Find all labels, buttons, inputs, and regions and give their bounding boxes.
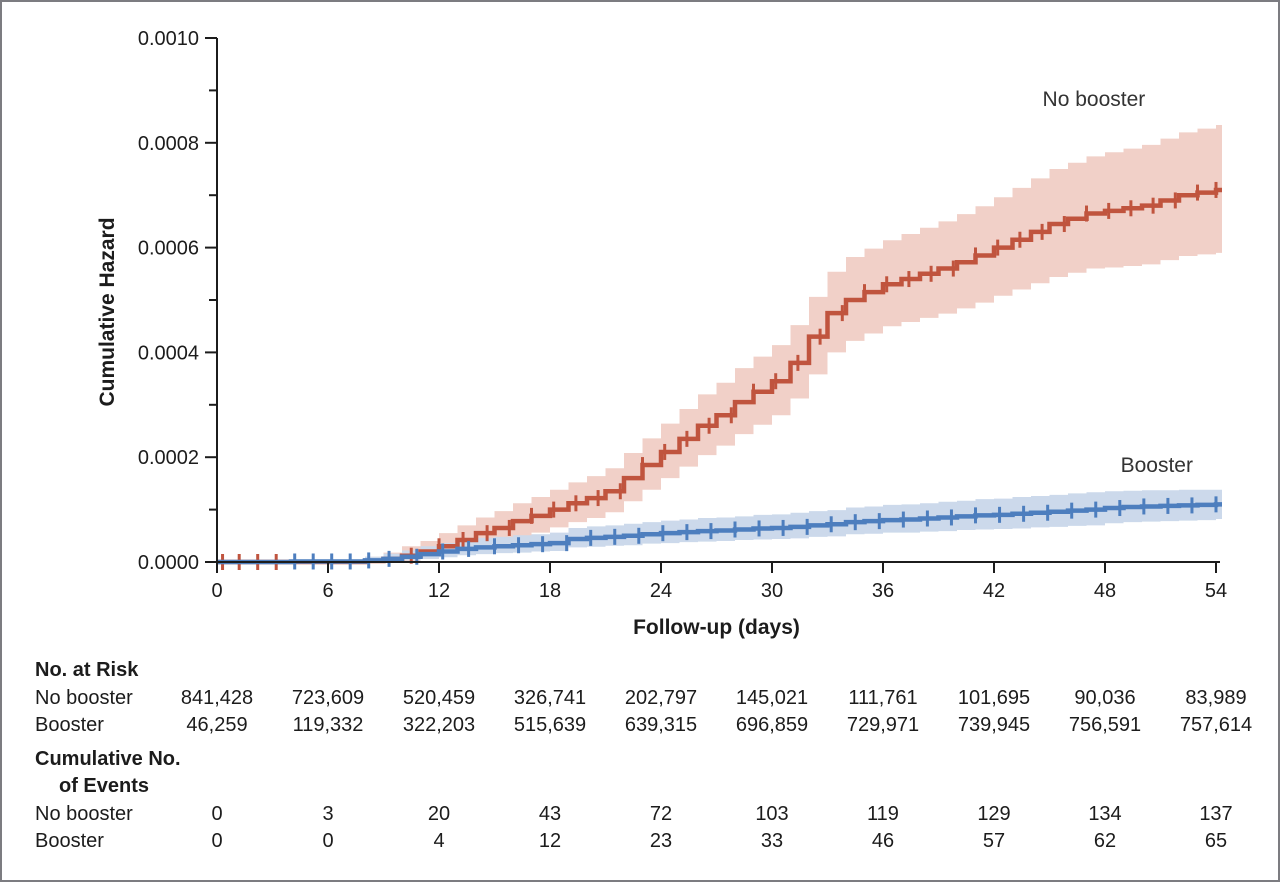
x-tick-label: 24 [650, 580, 672, 602]
events-row-label-no-booster: No booster [35, 803, 133, 825]
at-risk-value: 326,741 [513, 687, 587, 709]
at-risk-row-label-booster: Booster [35, 714, 104, 736]
no-booster-ci-band [365, 124, 1222, 562]
events-value: 137 [1199, 803, 1233, 825]
at-risk-value: 639,315 [624, 714, 698, 736]
at-risk-header: No. at Risk [35, 659, 139, 681]
at-risk-value: 757,614 [1179, 714, 1253, 736]
y-tick-label: 0.0008 [138, 133, 199, 155]
booster-curve-label: Booster [1121, 454, 1193, 477]
events-value: 33 [760, 830, 784, 852]
at-risk-value: 101,695 [957, 687, 1031, 709]
events-value: 57 [982, 830, 1006, 852]
y-tick-label: 0.0006 [138, 238, 199, 260]
x-axis-title: Follow-up (days) [633, 616, 800, 639]
at-risk-value: 111,761 [848, 687, 918, 709]
events-header-line2: of Events [59, 775, 150, 797]
events-value: 3 [322, 803, 334, 825]
at-risk-row-label-no-booster: No booster [35, 687, 133, 709]
at-risk-value: 515,639 [513, 714, 587, 736]
events-value: 4 [433, 830, 445, 852]
events-row-label-booster: Booster [35, 830, 104, 852]
events-value: 129 [977, 803, 1011, 825]
x-tick-label: 42 [983, 580, 1005, 602]
no-booster-curve-label: No booster [1043, 88, 1146, 111]
y-axis-title: Cumulative Hazard [96, 217, 119, 406]
x-tick-label: 48 [1094, 580, 1116, 602]
events-value: 46 [871, 830, 895, 852]
at-risk-value: 739,945 [957, 714, 1031, 736]
x-tick-label: 6 [322, 580, 333, 602]
events-value: 0 [211, 830, 223, 852]
x-tick-label: 54 [1205, 580, 1227, 602]
x-tick-label: 0 [211, 580, 222, 602]
events-value: 62 [1093, 830, 1117, 852]
at-risk-value: 696,859 [735, 714, 809, 736]
y-tick-label: 0.0010 [138, 28, 199, 50]
events-value: 23 [649, 830, 673, 852]
events-value: 134 [1088, 803, 1122, 825]
events-value: 65 [1204, 830, 1228, 852]
at-risk-value: 46,259 [186, 714, 248, 736]
x-tick-label: 12 [428, 580, 450, 602]
at-risk-value: 729,971 [846, 714, 920, 736]
y-tick-label: 0.0004 [138, 342, 199, 364]
at-risk-value: 83,989 [1185, 687, 1247, 709]
booster-curve [217, 502, 1222, 565]
events-value: 12 [538, 830, 562, 852]
at-risk-value: 145,021 [735, 687, 809, 709]
events-value: 43 [538, 803, 562, 825]
x-tick-label: 30 [761, 580, 783, 602]
at-risk-value: 119,332 [292, 714, 364, 736]
x-tick-label: 36 [872, 580, 894, 602]
at-risk-value: 520,459 [402, 687, 476, 709]
y-tick-label: 0.0000 [138, 552, 199, 574]
at-risk-value: 841,428 [180, 687, 254, 709]
events-value: 119 [867, 803, 899, 825]
at-risk-value: 90,036 [1074, 687, 1136, 709]
events-value: 72 [649, 803, 673, 825]
y-tick-label: 0.0002 [138, 447, 199, 469]
events-value: 0 [211, 803, 223, 825]
events-value: 103 [755, 803, 789, 825]
at-risk-value: 756,591 [1068, 714, 1142, 736]
events-value: 0 [322, 830, 334, 852]
events-value: 20 [427, 803, 451, 825]
x-tick-label: 18 [539, 580, 561, 602]
at-risk-value: 723,609 [291, 687, 365, 709]
at-risk-value: 322,203 [402, 714, 476, 736]
events-header-line1: Cumulative No. [35, 748, 181, 770]
at-risk-value: 202,797 [624, 687, 698, 709]
